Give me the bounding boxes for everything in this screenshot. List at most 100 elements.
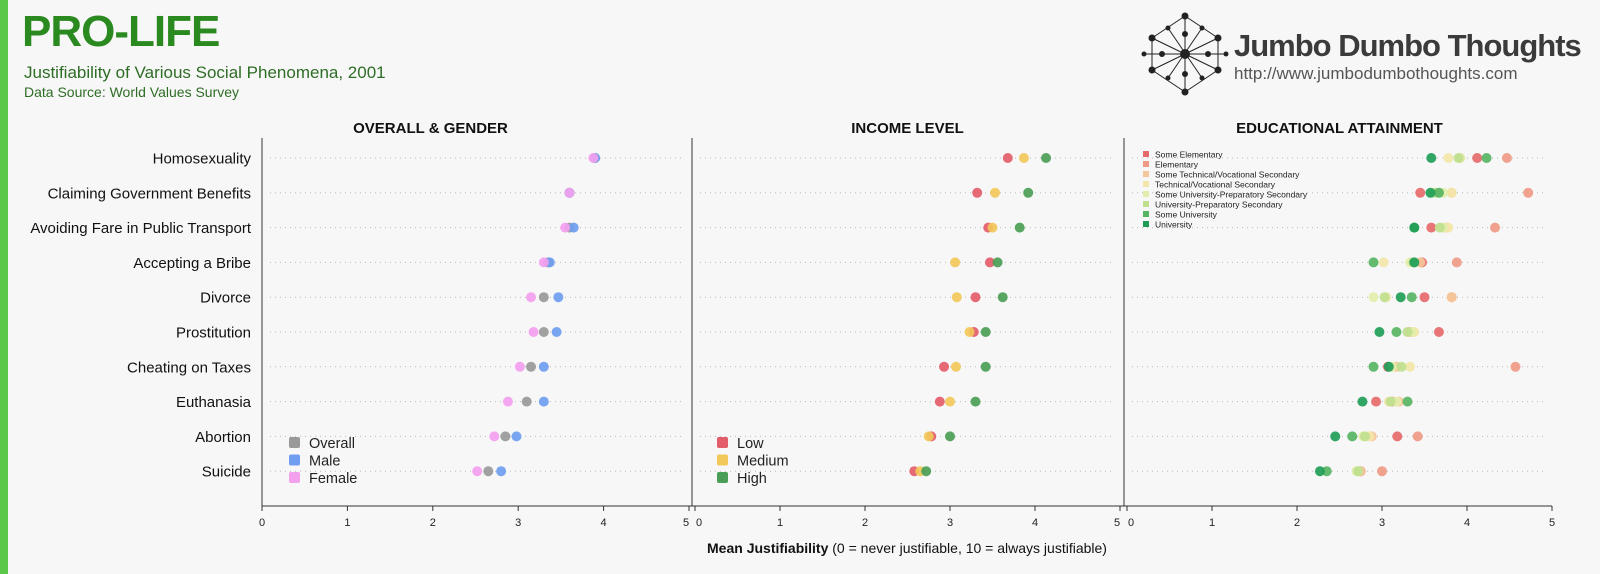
- legend-swatch: [1143, 221, 1149, 227]
- data-point: [970, 396, 981, 407]
- x-tick-label: 1: [777, 517, 783, 529]
- data-point: [939, 361, 950, 372]
- data-point: [945, 396, 955, 407]
- panel-title: OVERALL & GENDER: [353, 120, 508, 137]
- legend-swatch: [1143, 191, 1149, 197]
- data-point: [1433, 187, 1444, 198]
- data-point: [538, 396, 549, 407]
- legend-swatch: [717, 454, 728, 466]
- x-tick-label: 0: [1128, 517, 1134, 529]
- x-tick-label: 2: [430, 517, 436, 529]
- legend-swatch: [289, 454, 300, 466]
- data-point: [514, 361, 525, 372]
- x-axis-label: Mean Justifiability (0 = never justifiab…: [707, 540, 1107, 556]
- legend-swatch: [1143, 211, 1149, 217]
- data-point: [980, 361, 991, 372]
- data-point: [564, 187, 575, 198]
- data-point: [1377, 466, 1387, 477]
- legend-label: High: [737, 471, 767, 487]
- x-tick-label: 5: [683, 517, 689, 529]
- data-point: [1002, 153, 1013, 163]
- data-point: [1426, 153, 1437, 163]
- legend-swatch: [1143, 161, 1149, 167]
- legend-swatch: [1143, 201, 1149, 207]
- data-point: [1402, 396, 1413, 407]
- data-point: [511, 431, 522, 442]
- data-point: [1357, 396, 1368, 407]
- page-subtitle: Justifiability of Various Social Phenome…: [24, 63, 386, 82]
- x-tick-label: 0: [259, 517, 265, 529]
- data-point: [951, 292, 962, 303]
- x-tick-label: 4: [1032, 517, 1038, 529]
- legend-swatch: [1143, 171, 1149, 177]
- legend-swatch: [717, 472, 728, 483]
- data-point: [1360, 431, 1370, 442]
- legend-label: Elementary: [1155, 160, 1199, 170]
- category-label: Cheating on Taxes: [127, 359, 251, 376]
- legend-label: Some Technical/Vocational Secondary: [1155, 170, 1300, 180]
- data-point: [1368, 361, 1379, 372]
- data-point: [1451, 257, 1462, 268]
- data-point: [950, 257, 961, 268]
- data-point: [1402, 327, 1413, 337]
- network-dots-icon: [1141, 12, 1229, 96]
- data-point: [1330, 431, 1341, 442]
- data-point: [990, 187, 1001, 198]
- data-point: [538, 292, 549, 303]
- legend-label: Some University: [1155, 210, 1218, 220]
- category-label: Claiming Government Benefits: [48, 185, 251, 202]
- x-tick-label: 3: [515, 517, 521, 529]
- x-tick-label: 0: [696, 517, 702, 529]
- accent-bar: [0, 0, 8, 574]
- data-point: [538, 257, 549, 268]
- category-label: Abortion: [195, 429, 251, 446]
- data-point: [1391, 327, 1402, 337]
- data-point: [1425, 187, 1436, 198]
- data-point: [502, 396, 513, 407]
- data-point: [1426, 222, 1437, 233]
- category-label: Euthanasia: [176, 394, 252, 411]
- legend-label: Male: [309, 454, 340, 470]
- data-point: [1433, 327, 1444, 337]
- data-point: [950, 361, 961, 372]
- data-point: [987, 222, 998, 233]
- data-point: [1374, 327, 1385, 337]
- data-point: [568, 222, 579, 233]
- data-point: [1409, 257, 1420, 268]
- data-point: [551, 327, 562, 337]
- data-point: [1446, 187, 1457, 198]
- data-point: [1396, 361, 1407, 372]
- data-point: [1472, 153, 1483, 163]
- data-point: [1018, 153, 1029, 163]
- data-point: [1379, 292, 1390, 303]
- data-point: [483, 466, 494, 477]
- legend-swatch: [717, 437, 728, 448]
- data-point: [1314, 466, 1325, 477]
- x-tick-label: 1: [344, 517, 350, 529]
- data-point: [1405, 361, 1416, 372]
- data-point: [1501, 153, 1512, 163]
- data-point: [1443, 153, 1454, 163]
- category-label: Prostitution: [176, 325, 251, 342]
- data-point: [945, 431, 955, 442]
- category-label: Avoiding Fare in Public Transport: [30, 220, 252, 237]
- data-point: [1412, 431, 1423, 442]
- data-point: [992, 257, 1003, 268]
- data-point: [489, 431, 500, 442]
- legend-swatch: [1143, 181, 1149, 187]
- data-point: [923, 431, 934, 442]
- x-tick-label: 1: [1209, 517, 1215, 529]
- data-point: [1385, 396, 1396, 407]
- panel-title: EDUCATIONAL ATTAINMENT: [1236, 120, 1443, 137]
- legend-label: Medium: [737, 454, 789, 470]
- data-point: [1041, 153, 1052, 163]
- data-point: [1481, 153, 1492, 163]
- data-point: [1510, 361, 1521, 372]
- data-point: [538, 327, 549, 337]
- category-label: Accepting a Bribe: [133, 255, 251, 272]
- x-tick-label: 5: [1114, 517, 1120, 529]
- category-label: Suicide: [202, 464, 251, 481]
